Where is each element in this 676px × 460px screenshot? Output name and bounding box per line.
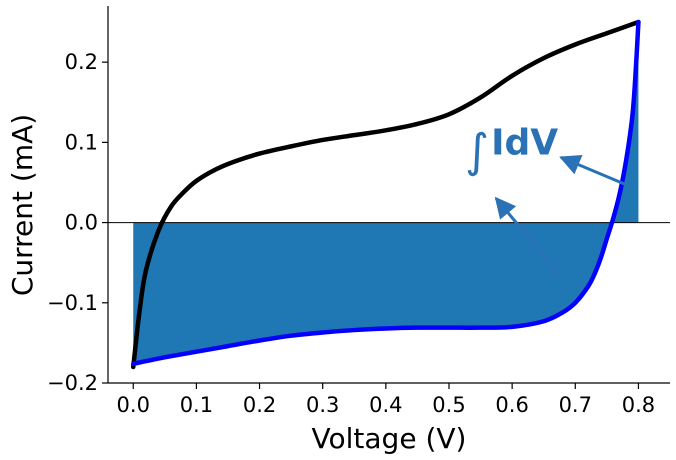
y-tick-label: −0.1: [47, 291, 98, 315]
x-axis-label: Voltage (V): [312, 422, 467, 455]
y-axis-label: Current (mA): [6, 114, 39, 296]
y-tick-label: 0.1: [65, 130, 98, 154]
x-tick-label: 0.2: [243, 393, 276, 417]
x-tick-label: 0.3: [306, 393, 339, 417]
x-tick-label: 0.1: [180, 393, 213, 417]
reverse-sweep-line: [131, 19, 641, 366]
series-group: [131, 19, 641, 370]
integral-fill-area: [133, 22, 639, 364]
y-tick-label: −0.2: [47, 371, 98, 395]
annotation-label: IdV: [491, 122, 558, 163]
y-tick-label: 0.0: [65, 211, 98, 235]
y-ticks: −0.2 −0.1 0.0 0.1 0.2: [47, 50, 108, 395]
x-tick-label: 0.5: [432, 393, 465, 417]
integral-symbol: ∫: [465, 123, 489, 177]
x-tick-label: 0.6: [495, 393, 528, 417]
x-tick-label: 0.4: [369, 393, 402, 417]
annotation-arrow: [494, 196, 561, 276]
x-tick-label: 0.8: [622, 393, 655, 417]
annotation-group: ∫ IdV: [465, 122, 632, 276]
x-tick-label: 0.0: [117, 393, 150, 417]
y-tick-label: 0.2: [65, 50, 98, 74]
fill-area-group: [133, 22, 639, 364]
x-tick-label: 0.7: [559, 393, 592, 417]
annotation-arrow: [559, 155, 632, 188]
forward-sweep-line: [131, 19, 641, 370]
x-ticks: 0.0 0.1 0.2 0.3 0.4 0.5 0.6 0.7 0.8: [117, 383, 655, 417]
